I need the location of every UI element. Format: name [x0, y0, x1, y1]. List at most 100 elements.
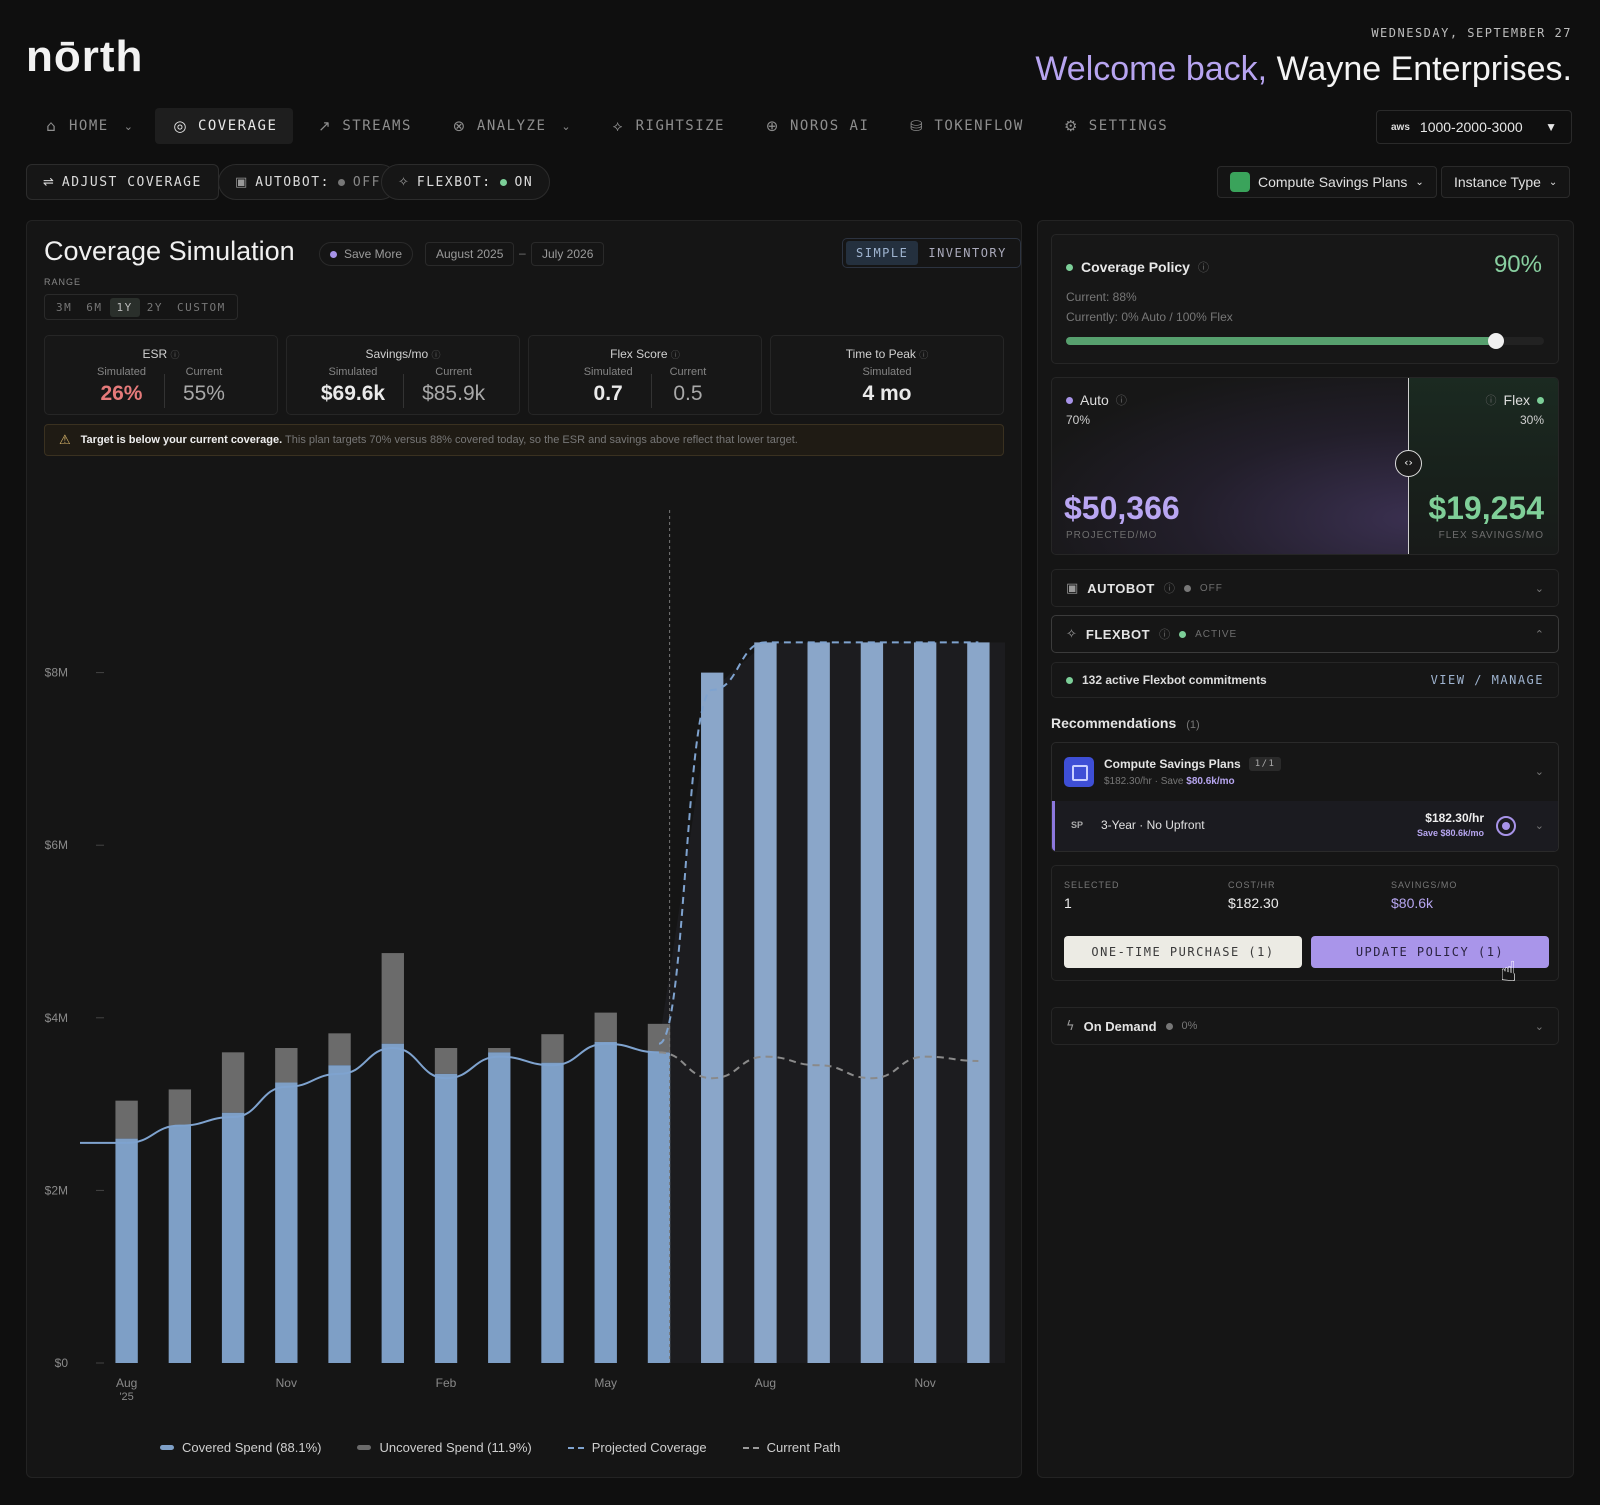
- selected-label: SELECTED: [1064, 880, 1120, 890]
- chevron-down-icon[interactable]: ⌄: [1534, 765, 1544, 778]
- info-icon[interactable]: ⓘ: [431, 350, 441, 360]
- chevron-down-icon[interactable]: ⌄: [1534, 819, 1544, 832]
- instance-type-dropdown[interactable]: Instance Type ⌄: [1441, 166, 1571, 198]
- view-simple[interactable]: SIMPLE: [846, 241, 919, 265]
- ai-icon: ⊕: [765, 117, 779, 135]
- recommendation-card: Compute Savings Plans 1/1 $182.30/hr · Sa…: [1051, 742, 1559, 852]
- on-demand-dot: [1165, 1022, 1173, 1030]
- selected-value: 1: [1064, 895, 1072, 911]
- sparkle-icon: ✧: [398, 174, 409, 190]
- nav-noros-ai[interactable]: ⊕ NOROS AI: [747, 108, 885, 144]
- info-icon[interactable]: ⓘ: [1163, 583, 1175, 595]
- covered-bar: [860, 642, 884, 1363]
- pointer-cursor-icon: ☝: [1500, 955, 1518, 988]
- nav-analyze[interactable]: ⊗ ANALYZE ⌄: [434, 108, 587, 144]
- legend-item[interactable]: Projected Coverage: [567, 1440, 707, 1455]
- range-1y[interactable]: 1Y: [109, 297, 140, 317]
- flexbot-dot: [1179, 630, 1187, 638]
- auto-projected-value: $50,366: [1064, 490, 1180, 526]
- info-icon[interactable]: ⓘ: [919, 350, 929, 360]
- range-6m[interactable]: 6M: [86, 300, 103, 314]
- view-manage-link[interactable]: VIEW / MANAGE: [1430, 673, 1544, 687]
- covered-bar: [594, 1041, 617, 1363]
- autobot-toggle[interactable]: ▣ AUTOBOT: OFF: [218, 164, 398, 200]
- north-logo[interactable]: nōrth: [26, 32, 144, 81]
- caret-down-icon: ▼: [1545, 120, 1557, 134]
- auto-label: Auto: [1080, 392, 1109, 408]
- end-date[interactable]: July 2026: [531, 242, 605, 266]
- flex-percent: 30%: [1519, 413, 1544, 427]
- range-2y[interactable]: 2Y: [146, 300, 163, 314]
- savings-label: SAVINGS/MO: [1391, 880, 1458, 890]
- range-custom[interactable]: CUSTOM: [177, 300, 226, 314]
- stat-col-label: Simulated: [97, 366, 146, 378]
- stat-col-value: 26%: [100, 382, 143, 405]
- legend-item[interactable]: Covered Spend (88.1%): [160, 1440, 321, 1455]
- chevron-down-icon[interactable]: ⌄: [1534, 1019, 1544, 1033]
- flexbot-name: FLEXBOT: [1085, 626, 1151, 642]
- info-icon[interactable]: ⓘ: [1485, 395, 1497, 407]
- stat-card-savings-mo: Savings/mo ⓘ Simulated $69.6k Current $85.9k: [286, 335, 520, 415]
- info-icon[interactable]: ⓘ: [1197, 262, 1209, 274]
- stat-col-label: Current: [669, 366, 707, 378]
- info-icon[interactable]: ⓘ: [1115, 395, 1127, 407]
- view-toggle: SIMPLE INVENTORY: [842, 238, 1021, 268]
- info-icon[interactable]: ⓘ: [1159, 629, 1171, 641]
- stat-col-label: Simulated: [583, 366, 633, 378]
- chevron-down-icon[interactable]: ⌄: [1534, 581, 1544, 595]
- view-inventory[interactable]: INVENTORY: [928, 246, 1007, 260]
- cost-value: $182.30: [1228, 895, 1279, 911]
- stat-card-flex-score: Flex Score ⓘ Simulated 0.7 Current 0.5: [528, 335, 762, 415]
- recommendation-option[interactable]: SP 3-Year · No Upfront $182.30/hr Save $…: [1052, 801, 1558, 851]
- on-demand-row[interactable]: ϟ On Demand 0% ⌄: [1051, 1007, 1559, 1045]
- uncovered-bar: [381, 953, 404, 1044]
- update-policy-button[interactable]: UPDATE POLICY (1): [1311, 936, 1549, 968]
- main-nav: ⌂ HOME ⌄ ◎ COVERAGE ↗ STREAMS ⊗ ANALYZE ⌄ ⟡ RIGHTSI…: [26, 108, 1184, 144]
- warning-icon: ⚠: [59, 432, 71, 448]
- start-date[interactable]: August 2025: [425, 242, 515, 266]
- plan-filter-dropdown[interactable]: Compute Savings Plans ⌄: [1217, 166, 1437, 198]
- instance-type-value: Instance Type: [1454, 174, 1541, 190]
- flexbot-status-dot: [499, 178, 507, 186]
- info-icon[interactable]: ⓘ: [670, 350, 680, 360]
- flexbot-toggle[interactable]: ✧ FLEXBOT: ON: [381, 164, 551, 200]
- stat-col-value: 0.5: [673, 382, 703, 405]
- stat-col-value: 0.7: [593, 382, 623, 405]
- flexbot-row[interactable]: ✧ FLEXBOT ⓘ ACTIVE ⌃: [1051, 615, 1559, 653]
- account-selector[interactable]: aws 1000-2000-3000 ▼: [1376, 110, 1572, 144]
- x-tick-label: Aug: [116, 1376, 137, 1390]
- legend-item[interactable]: Current Path: [742, 1440, 840, 1455]
- covered-bar: [115, 1138, 138, 1363]
- adjust-coverage-button[interactable]: ⇌ ADJUST COVERAGE: [26, 164, 219, 200]
- nav-coverage[interactable]: ◎ COVERAGE: [154, 108, 294, 144]
- one-time-purchase-button[interactable]: ONE-TIME PURCHASE (1): [1064, 936, 1302, 968]
- coverage-warning: ⚠ Target is below your current coverage.…: [44, 424, 1004, 456]
- strategy-badge[interactable]: Save More: [319, 242, 414, 266]
- warning-text: This plan targets 70% versus 88% covered…: [285, 434, 798, 446]
- x-tick-label: May: [594, 1376, 617, 1390]
- legend-item[interactable]: Uncovered Spend (11.9%): [357, 1440, 532, 1455]
- legend-swatch: [160, 1445, 174, 1450]
- info-icon[interactable]: ⓘ: [170, 350, 180, 360]
- autobot-dot: [1183, 584, 1191, 592]
- chevron-up-icon[interactable]: ⌃: [1534, 627, 1544, 641]
- stat-col-label: Current: [435, 366, 472, 378]
- nav-streams[interactable]: ↗ STREAMS: [299, 108, 428, 144]
- nav-settings[interactable]: ⚙ SETTINGS: [1046, 108, 1184, 144]
- coverage-slider[interactable]: [1066, 333, 1544, 349]
- nav-home[interactable]: ⌂ HOME ⌄: [26, 108, 149, 144]
- uncovered-bar: [328, 1033, 351, 1066]
- nav-tokenflow[interactable]: ⛁ TOKENFLOW: [891, 108, 1039, 144]
- recommendation-header[interactable]: Compute Savings Plans 1/1 $182.30/hr · Sa…: [1052, 743, 1558, 801]
- covered-bar: [221, 1112, 245, 1363]
- nav-rightsize[interactable]: ⟡ RIGHTSIZE: [593, 108, 741, 144]
- autobot-row[interactable]: ▣ AUTOBOT ⓘ OFF ⌄: [1051, 569, 1559, 607]
- commitments-text: 132 active Flexbot commitments: [1082, 673, 1267, 687]
- flexbot-label: FLEXBOT:: [416, 174, 492, 190]
- policy-title: Coverage Policy: [1081, 259, 1190, 275]
- split-drag-handle[interactable]: ‹›: [1395, 450, 1422, 477]
- range-3m[interactable]: 3M: [56, 300, 73, 314]
- option-radio[interactable]: [1496, 816, 1516, 836]
- covered-bar: [434, 1073, 458, 1363]
- coverage-slider-handle[interactable]: [1488, 333, 1505, 349]
